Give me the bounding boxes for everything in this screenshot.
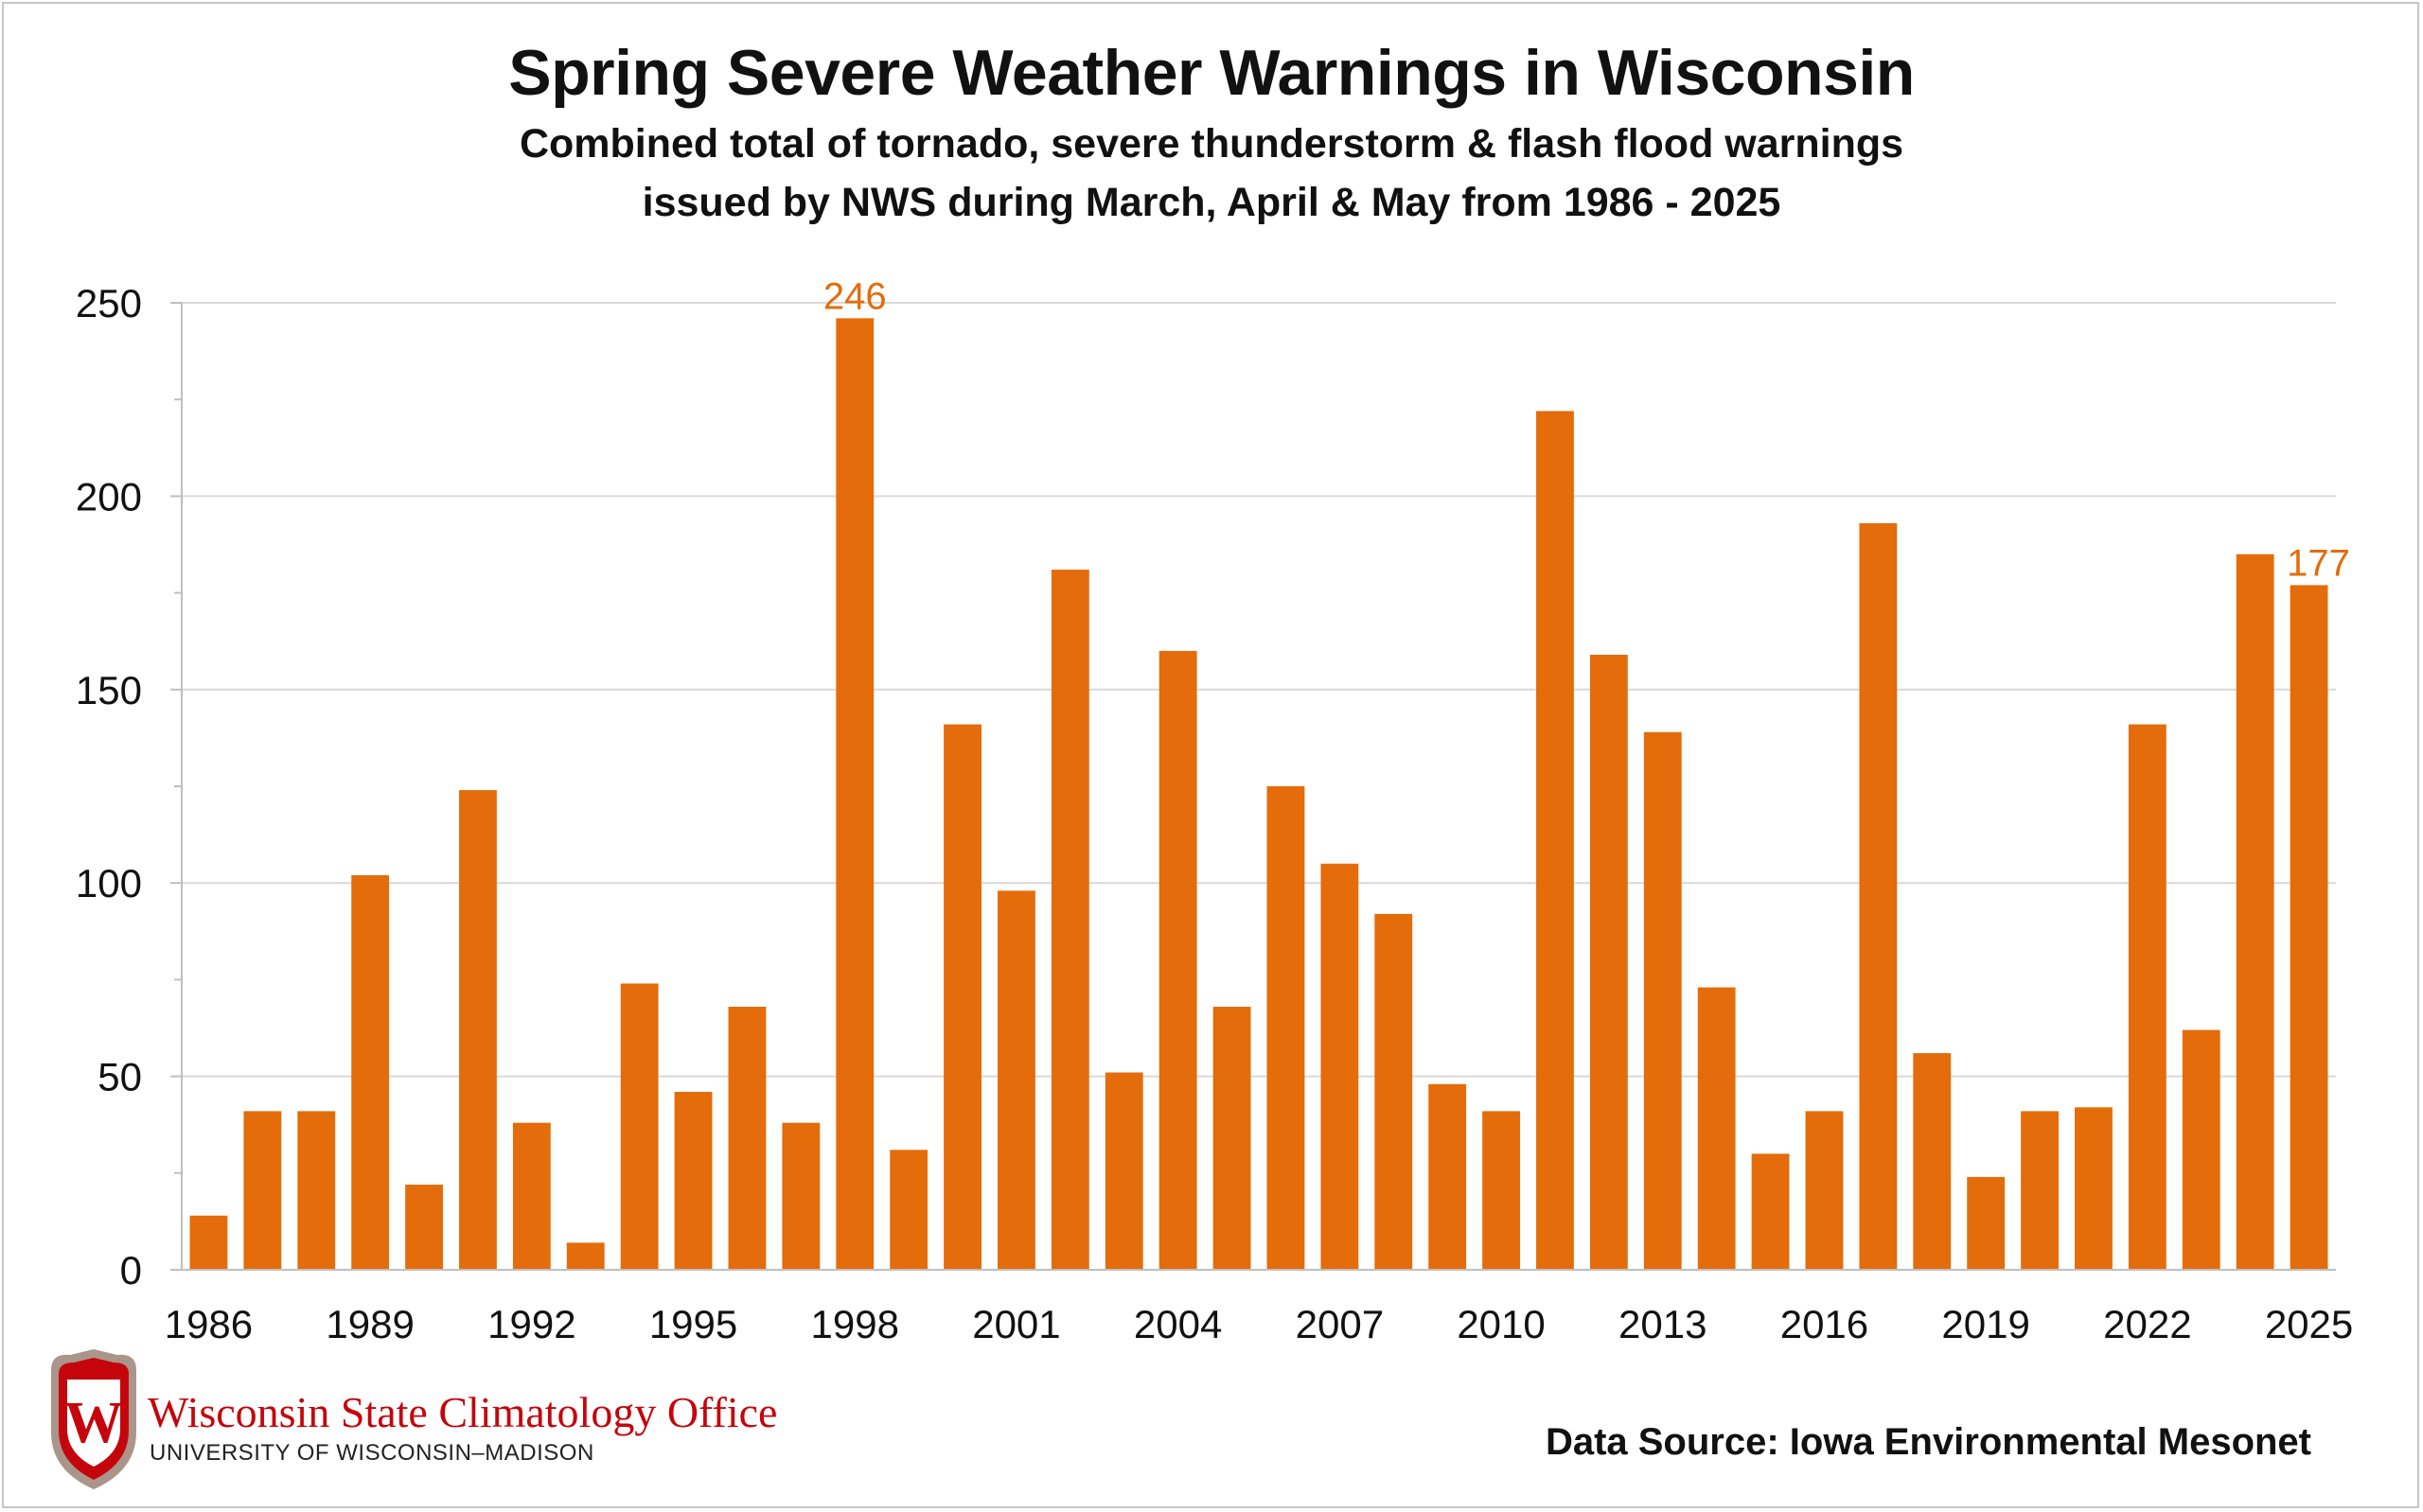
- org-subname: UNIVERSITY OF WISCONSIN–MADISON: [150, 1440, 594, 1466]
- uw-crest-logo: W: [51, 1349, 136, 1489]
- bar: [1482, 1111, 1520, 1270]
- bar: [1859, 523, 1898, 1270]
- bar: [1374, 913, 1413, 1270]
- bar: [405, 1185, 443, 1270]
- bar: [1643, 731, 1682, 1270]
- bar: [1051, 570, 1089, 1270]
- bar: [1158, 650, 1197, 1270]
- x-tick-label: 2010: [1457, 1302, 1545, 1346]
- logo-letter: W: [64, 1391, 123, 1455]
- data-label: 246: [823, 275, 887, 317]
- y-tick-label: 100: [76, 861, 142, 905]
- x-tick-label: 2022: [2103, 1302, 2191, 1346]
- bar: [189, 1215, 228, 1270]
- org-name: Wisconsin State Climatology Office: [148, 1388, 778, 1436]
- x-tick-label: 1989: [326, 1302, 414, 1346]
- y-tick-label: 150: [76, 668, 142, 712]
- bar: [674, 1091, 713, 1270]
- data-source: Data Source: Iowa Environmental Mesonet: [1545, 1421, 2311, 1463]
- bar: [351, 875, 390, 1270]
- chart-title: Spring Severe Weather Warnings in Wiscon…: [508, 37, 1915, 109]
- x-tick-label: 1995: [649, 1302, 737, 1346]
- bar: [782, 1122, 821, 1270]
- bar: [1913, 1053, 1952, 1270]
- bar: [2128, 724, 2167, 1270]
- bar: [1967, 1176, 2006, 1270]
- bar: [1105, 1072, 1143, 1270]
- bar: [459, 790, 497, 1270]
- bar: [1266, 786, 1305, 1270]
- bar: [1212, 1007, 1251, 1270]
- y-tick-label: 250: [76, 281, 142, 325]
- bar: [2075, 1107, 2113, 1270]
- chart-subtitle-line2: issued by NWS during March, April & May …: [642, 180, 1781, 225]
- x-tick-label: 2013: [1618, 1302, 1707, 1346]
- bar: [2021, 1111, 2059, 1270]
- y-tick-label: 0: [120, 1248, 142, 1292]
- x-tick-label: 2025: [2265, 1302, 2353, 1346]
- bar: [1320, 863, 1359, 1270]
- x-tick-label: 1992: [487, 1302, 575, 1346]
- x-tick-label: 2001: [972, 1302, 1060, 1346]
- bar: [2182, 1029, 2220, 1270]
- bar: [2236, 554, 2274, 1270]
- bar: [728, 1007, 767, 1270]
- bar: [620, 983, 659, 1270]
- y-tick-label: 200: [76, 474, 142, 519]
- bar: [2290, 585, 2328, 1270]
- bar: [836, 318, 875, 1270]
- chart-subtitle-line1: Combined total of tornado, severe thunde…: [519, 121, 1904, 167]
- bar: [1805, 1111, 1844, 1270]
- bar: [944, 724, 982, 1270]
- x-tick-label: 2004: [1134, 1302, 1222, 1346]
- x-tick-label: 2007: [1296, 1302, 1384, 1346]
- bar: [1589, 655, 1628, 1270]
- bar: [297, 1111, 336, 1270]
- x-tick-label: 2019: [1941, 1302, 2029, 1346]
- bar: [998, 890, 1035, 1270]
- data-label: 177: [2287, 542, 2350, 584]
- y-tick-label: 50: [97, 1055, 142, 1099]
- bar: [1751, 1153, 1790, 1270]
- bar-chart: 0 50 100 150 200 250 1986 1989 1992 1995 1998 2001 2…: [76, 275, 2353, 1346]
- bar: [1697, 987, 1736, 1270]
- bar: [890, 1150, 929, 1270]
- x-tick-label: 1998: [811, 1302, 899, 1346]
- bar: [1536, 411, 1574, 1270]
- bar: [1428, 1083, 1467, 1270]
- bar: [243, 1111, 282, 1270]
- x-tick-label: 2016: [1780, 1302, 1868, 1346]
- bar: [566, 1242, 605, 1270]
- bar: [512, 1122, 551, 1270]
- x-tick-label: 1986: [165, 1302, 253, 1346]
